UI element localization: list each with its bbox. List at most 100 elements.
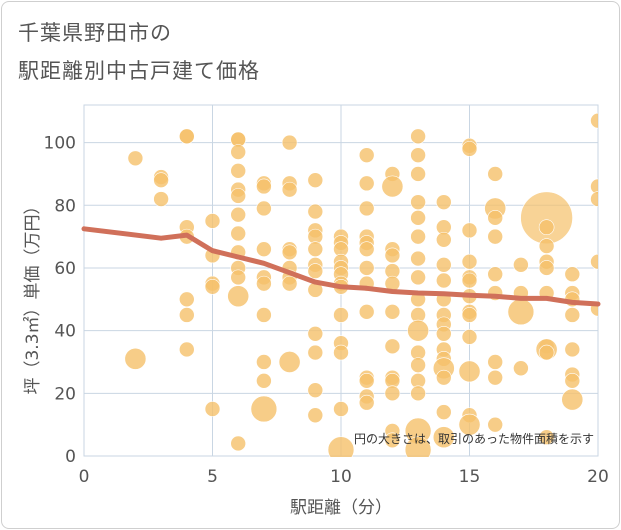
data-point (333, 307, 349, 323)
data-point (281, 244, 298, 261)
data-point (487, 166, 504, 182)
chart-title-line1: 千葉県野田市の (18, 21, 172, 45)
data-point (384, 432, 401, 449)
x-tick-label: 15 (459, 467, 481, 487)
data-point (435, 325, 452, 342)
data-point (435, 194, 452, 210)
data-point (358, 304, 375, 320)
data-point (230, 225, 246, 242)
data-point (381, 175, 404, 198)
data-point (590, 178, 598, 195)
data-point (230, 144, 246, 160)
data-point (307, 407, 324, 424)
data-point (487, 266, 504, 283)
data-point (384, 247, 401, 264)
data-point (307, 325, 324, 342)
x-tick-label: 0 (79, 467, 90, 487)
data-point (410, 357, 426, 373)
data-point (256, 354, 272, 370)
y-tick-label: 80 (54, 196, 76, 216)
data-point (410, 128, 426, 145)
data-point (507, 298, 535, 326)
data-point (410, 269, 426, 286)
data-point (358, 241, 375, 257)
data-point (307, 344, 324, 361)
data-point (307, 241, 324, 257)
y-axis-label: 坪（3.3㎡）単価（万円） (23, 197, 43, 394)
bubble-size-note: 円の大きさは、取引のあった物件面積を示す (354, 431, 594, 446)
data-point (281, 134, 298, 151)
data-point (327, 436, 355, 457)
data-point (358, 394, 375, 411)
data-point (538, 219, 555, 236)
data-point (590, 253, 598, 270)
data-point (281, 275, 298, 292)
data-point (256, 372, 272, 389)
data-point (410, 250, 426, 267)
data-point (204, 278, 221, 295)
data-point (333, 401, 349, 417)
data-point (384, 304, 401, 320)
data-point (564, 341, 581, 358)
data-point (461, 329, 478, 345)
bubble-series (124, 112, 598, 457)
data-point (564, 372, 581, 389)
data-point (204, 213, 221, 229)
data-point (307, 382, 324, 398)
data-point (179, 341, 195, 358)
data-point (487, 228, 504, 245)
data-point (256, 200, 272, 217)
data-point (487, 354, 504, 370)
data-point (458, 360, 481, 383)
data-point (230, 163, 246, 179)
data-point (307, 263, 324, 279)
data-point (461, 222, 478, 239)
data-point (487, 210, 504, 226)
data-point (410, 194, 426, 210)
x-tick-label: 20 (587, 467, 609, 487)
data-point (461, 141, 478, 157)
data-point (538, 238, 555, 254)
x-axis-label: 駅距離（分） (290, 498, 392, 518)
x-tick-label: 5 (207, 467, 218, 487)
data-point (358, 372, 375, 389)
data-point (179, 128, 195, 145)
y-tick-label: 60 (54, 259, 76, 279)
data-point (358, 260, 375, 276)
data-point (230, 435, 246, 452)
data-point (487, 416, 504, 433)
data-point (230, 188, 246, 204)
data-point (435, 231, 452, 248)
data-point (538, 429, 555, 445)
data-point (461, 272, 478, 289)
y-tick-label: 20 (54, 384, 76, 404)
data-point (520, 191, 573, 245)
y-tick-label: 40 (54, 322, 76, 342)
data-point (487, 369, 504, 386)
data-point (281, 181, 298, 198)
data-point (230, 206, 246, 223)
data-point (358, 200, 375, 217)
trend-line (81, 226, 601, 307)
data-point (564, 307, 581, 323)
data-point (513, 360, 529, 377)
data-point (179, 291, 195, 308)
data-point (590, 191, 598, 207)
data-point (256, 178, 272, 195)
data-point (410, 385, 426, 402)
data-point (230, 269, 246, 286)
y-tick-label: 0 (65, 447, 76, 467)
data-point (407, 319, 430, 342)
data-point (461, 307, 478, 323)
data-point (384, 338, 401, 355)
data-point (256, 241, 272, 257)
data-point (256, 307, 272, 323)
data-point (435, 404, 452, 420)
y-tick-label: 100 (44, 134, 76, 154)
data-point (256, 275, 272, 292)
data-point (333, 344, 349, 361)
data-point (410, 228, 426, 245)
data-point (124, 347, 147, 370)
data-point (153, 172, 169, 189)
